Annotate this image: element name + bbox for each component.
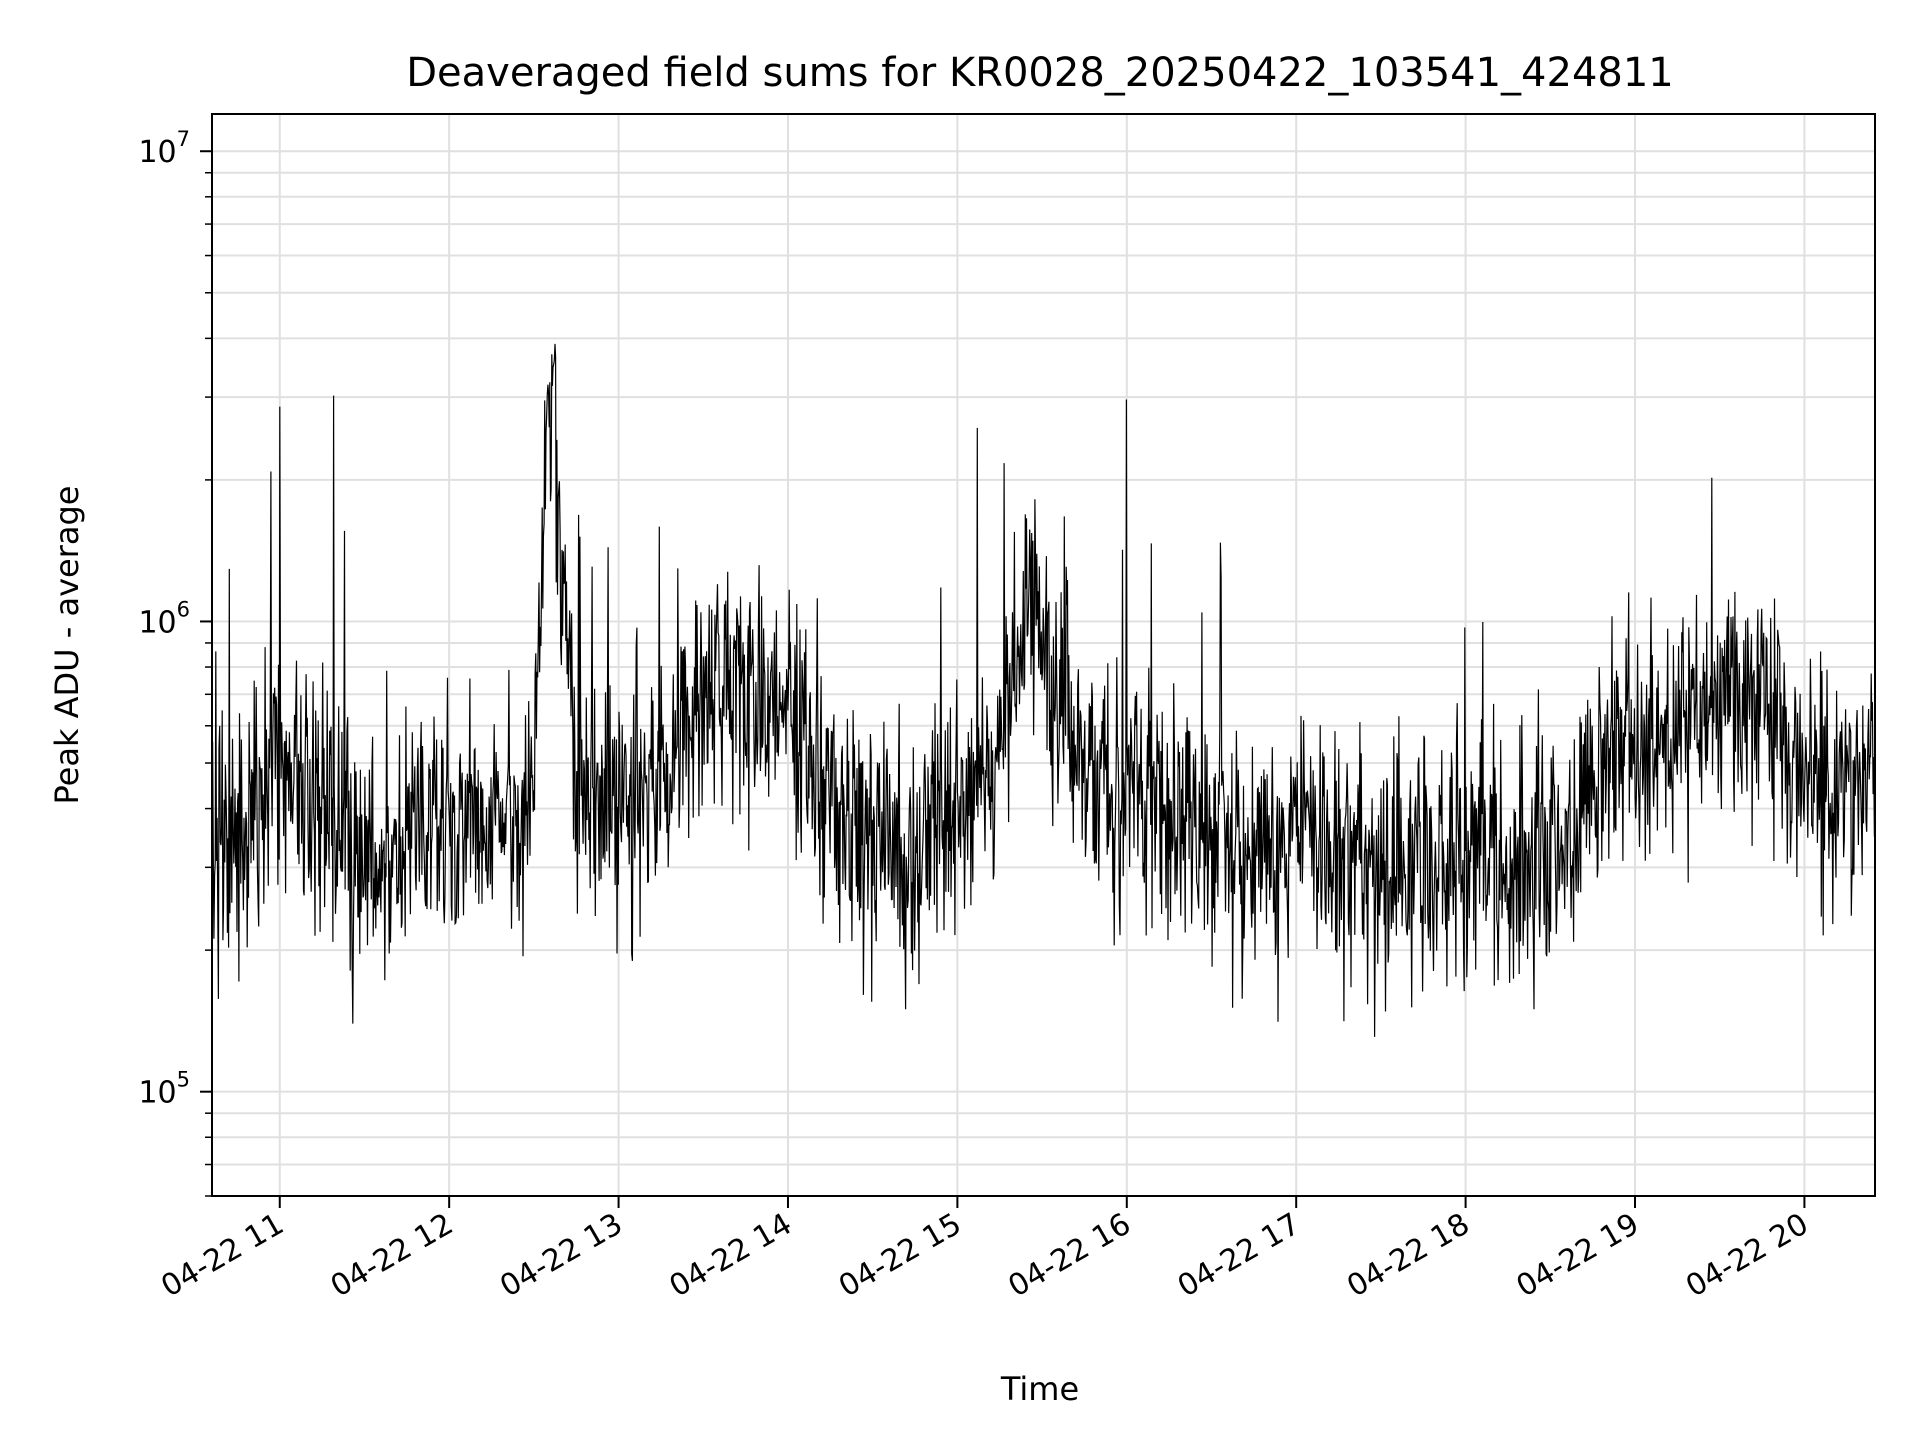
x-axis-title: Time <box>1000 1370 1079 1408</box>
x-tick-label: 04-22 19 <box>1511 1207 1645 1305</box>
series-layer <box>211 343 1876 1037</box>
y-tick-label: 106 <box>138 597 190 640</box>
y-tick-base: 10 <box>138 605 176 640</box>
x-tick-label: 04-22 13 <box>494 1207 628 1305</box>
y-tick-label: 107 <box>138 127 190 170</box>
x-axis: 04-22 11 04-22 12 04-22 13 04-22 14 04-22 15… <box>155 1196 1814 1304</box>
x-tick-label: 04-22 17 <box>1172 1207 1306 1305</box>
y-tick-exponent: 6 <box>177 597 190 621</box>
x-tick-label: 04-22 11 <box>155 1207 289 1305</box>
x-tick-label: 04-22 16 <box>1002 1207 1136 1305</box>
x-tick-label: 04-22 12 <box>325 1207 459 1305</box>
y-tick-base: 10 <box>138 135 176 170</box>
plot-frame <box>211 113 1876 1197</box>
x-tick-label: 04-22 14 <box>664 1207 798 1305</box>
series-line <box>211 343 1876 1037</box>
chart-title: Deaveraged field sums for KR0028_2025042… <box>406 50 1674 96</box>
x-tick-label: 04-22 20 <box>1680 1207 1814 1305</box>
y-tick-base: 10 <box>138 1076 176 1111</box>
y-tick-label: 105 <box>138 1068 190 1111</box>
x-tick-label: 04-22 18 <box>1341 1207 1475 1305</box>
y-axis-title: Peak ADU - average <box>48 486 86 805</box>
y-tick-exponent: 7 <box>177 127 190 151</box>
x-tick-label: 04-22 15 <box>833 1207 967 1305</box>
y-tick-exponent: 5 <box>177 1068 190 1092</box>
